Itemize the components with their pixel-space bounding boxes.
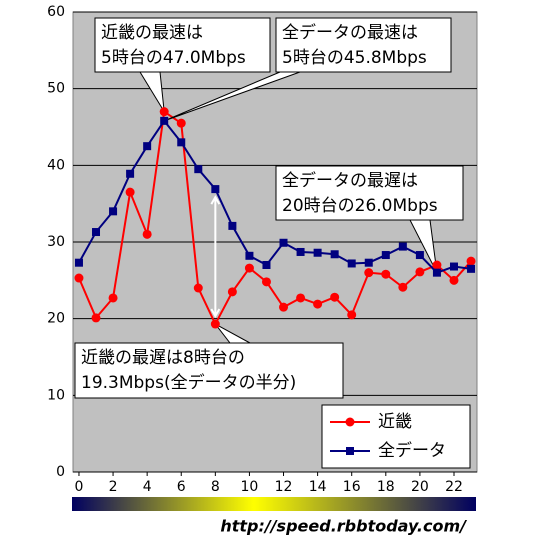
data-point <box>176 118 186 128</box>
annotation-text: 20時台の26.0Mbps <box>282 196 438 216</box>
y-tick-label: 20 <box>47 311 65 327</box>
data-point <box>125 187 135 197</box>
data-point <box>245 251 254 260</box>
x-tick-label: 6 <box>177 479 186 495</box>
data-point <box>415 267 425 277</box>
annotation-text: 19.3Mbps(全データの半分) <box>81 372 296 393</box>
data-point <box>415 251 424 260</box>
data-point <box>210 319 220 329</box>
annotation-text: 全データの最遅は <box>282 170 418 191</box>
data-point <box>466 256 476 266</box>
data-point <box>261 277 271 287</box>
annotation-text: 5時台の45.8Mbps <box>282 48 427 68</box>
x-tick-label: 2 <box>109 479 118 495</box>
data-point <box>449 275 459 285</box>
y-tick-label: 40 <box>47 157 65 173</box>
data-point <box>398 282 408 292</box>
data-point <box>194 165 203 174</box>
x-tick-label: 4 <box>143 479 152 495</box>
annotation-box <box>74 342 344 399</box>
annotation-text: 近畿の最遅は8時台の <box>81 348 245 368</box>
legend-label: 近畿 <box>378 412 412 432</box>
data-point <box>92 228 101 237</box>
legend-label: 全データ <box>378 440 446 461</box>
annotation-text: 近畿の最速は <box>101 23 203 43</box>
data-point <box>330 292 340 302</box>
legend-box <box>321 404 471 469</box>
data-point <box>398 242 407 251</box>
data-point <box>160 116 169 125</box>
data-point <box>330 250 339 259</box>
x-tick-label: 22 <box>445 479 463 495</box>
y-tick-label: 50 <box>47 81 65 97</box>
data-point <box>74 258 83 267</box>
y-tick-label: 60 <box>47 4 65 20</box>
annotation-text: 5時台の47.0Mbps <box>101 48 246 68</box>
annotation-box <box>94 17 271 73</box>
gradient-bar <box>72 497 476 511</box>
annotation-box <box>275 17 452 73</box>
x-tick-label: 20 <box>411 479 429 495</box>
data-point <box>381 251 390 260</box>
data-point <box>126 169 135 178</box>
data-point <box>108 293 118 303</box>
data-point <box>91 313 101 323</box>
range-arrow <box>210 195 221 319</box>
data-point <box>279 302 289 312</box>
data-point <box>227 287 237 297</box>
legend-marker <box>346 447 354 455</box>
data-point <box>347 259 356 268</box>
data-point <box>244 263 254 273</box>
y-tick-label: 30 <box>47 234 65 250</box>
data-point <box>432 260 442 270</box>
data-point <box>313 299 323 309</box>
x-tick-label: 10 <box>241 479 259 495</box>
data-point <box>467 264 476 273</box>
x-tick-label: 8 <box>211 479 220 495</box>
data-point <box>364 268 374 278</box>
x-tick-label: 14 <box>309 479 327 495</box>
x-tick-label: 18 <box>377 479 395 495</box>
x-tick-label: 16 <box>343 479 361 495</box>
data-point <box>262 261 271 269</box>
data-point <box>364 258 373 267</box>
data-point <box>432 268 441 277</box>
data-point <box>347 310 357 320</box>
data-point <box>449 262 458 271</box>
data-point <box>313 248 322 257</box>
data-point <box>296 293 306 303</box>
data-point <box>228 221 237 230</box>
data-point <box>296 247 305 256</box>
data-point <box>381 269 391 279</box>
data-point <box>159 107 169 117</box>
data-point <box>109 207 118 216</box>
data-point <box>142 229 152 239</box>
annotation-box <box>275 165 464 221</box>
data-point <box>74 273 84 283</box>
source-url: http://speed.rbbtoday.com/ <box>220 517 467 536</box>
x-tick-label: 0 <box>75 479 84 495</box>
data-point <box>193 283 203 293</box>
data-point <box>279 238 288 247</box>
data-point <box>143 142 152 151</box>
x-tick-label: 12 <box>275 479 293 495</box>
legend-marker <box>345 417 355 427</box>
y-tick-label: 0 <box>56 464 65 480</box>
y-tick-label: 10 <box>47 387 65 403</box>
data-point <box>177 138 186 147</box>
data-point <box>211 185 220 194</box>
annotation-text: 全データの最速は <box>282 22 418 43</box>
